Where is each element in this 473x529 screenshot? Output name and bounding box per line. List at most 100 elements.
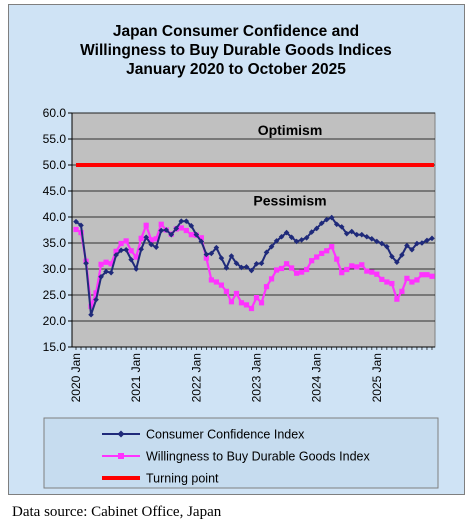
data-point [364, 268, 370, 274]
data-point [409, 279, 415, 285]
data-point [158, 221, 164, 227]
y-tick-label: 60.0 [43, 106, 67, 120]
chart-svg: Japan Consumer Confidence and Willingness… [43, 23, 439, 489]
annotation-optimism: Optimism [258, 122, 323, 138]
data-point [429, 235, 435, 242]
data-point [333, 221, 340, 228]
data-point [208, 250, 215, 257]
data-point [168, 231, 175, 238]
data-point [374, 238, 380, 245]
data-point [419, 272, 425, 278]
data-point [103, 268, 109, 275]
data-point [273, 238, 280, 244]
data-point [163, 227, 170, 233]
data-point [339, 270, 345, 276]
data-point [118, 247, 124, 254]
data-point [268, 276, 275, 282]
data-point [213, 244, 220, 251]
legend-marker [117, 430, 125, 438]
y-tick-label: 45.0 [43, 184, 67, 198]
y-tick-label: 15.0 [43, 340, 67, 354]
data-point [348, 228, 355, 235]
data-point [389, 253, 395, 260]
data-point [198, 235, 204, 241]
data-point [128, 248, 134, 254]
data-point [278, 265, 285, 272]
data-point [258, 260, 265, 267]
y-tick-label: 20.0 [43, 314, 67, 328]
data-point [369, 236, 375, 242]
data-point [218, 255, 225, 261]
data-point [213, 279, 219, 285]
data-point [238, 264, 245, 271]
data-point [349, 263, 355, 269]
data-point [329, 244, 335, 250]
chart-title-line-1: Japan Consumer Confidence and [113, 23, 359, 40]
data-point [78, 222, 84, 229]
data-point [253, 295, 260, 301]
data-point [173, 225, 180, 232]
data-point [73, 218, 79, 225]
data-point [93, 296, 99, 303]
data-point [203, 251, 210, 258]
data-point [308, 229, 315, 235]
data-point [414, 240, 420, 247]
data-point [153, 236, 159, 242]
data-point [288, 234, 295, 241]
legend-label: Willingness to Buy Durable Goods Index [146, 450, 370, 464]
data-point [153, 244, 160, 250]
data-point [243, 264, 250, 270]
data-point [379, 276, 385, 282]
data-point [158, 227, 165, 234]
data-point [118, 240, 124, 247]
data-point [238, 300, 245, 306]
data-point [424, 237, 430, 244]
data-point [218, 282, 225, 288]
data-point [183, 218, 190, 224]
data-point [404, 242, 410, 249]
data-point [188, 223, 195, 229]
data-point [178, 218, 185, 224]
plot-area [71, 112, 436, 348]
data-point [148, 241, 155, 248]
data-point [324, 248, 330, 254]
y-tick-label: 25.0 [43, 288, 67, 302]
data-point [243, 302, 250, 308]
data-point [353, 231, 360, 238]
data-point [299, 269, 305, 275]
data-point [314, 254, 320, 260]
y-tick-label: 50.0 [43, 158, 67, 172]
data-point [138, 235, 144, 241]
x-year-label: 2023 Jan [249, 353, 263, 402]
y-tick-label: 40.0 [43, 210, 67, 224]
data-point [424, 272, 430, 278]
data-point [364, 233, 370, 240]
data-point [223, 288, 230, 294]
data-point [258, 300, 265, 306]
series-consumer-confidence [73, 214, 435, 318]
data-point [88, 311, 94, 318]
data-point [268, 243, 275, 250]
data-point [343, 230, 350, 237]
data-point [419, 240, 425, 246]
data-point [128, 256, 134, 263]
data-point [148, 237, 154, 243]
data-point [188, 232, 194, 238]
data-source-note: Data source: Cabinet Office, Japan [12, 504, 222, 520]
data-point [123, 246, 129, 253]
data-point [293, 238, 300, 245]
data-point [223, 265, 230, 271]
data-point [358, 231, 365, 238]
data-point [178, 225, 184, 231]
data-point [304, 266, 310, 273]
data-point [253, 261, 260, 267]
y-tick-label: 30.0 [43, 262, 67, 276]
data-point [309, 258, 315, 264]
data-point [374, 271, 380, 277]
data-point [263, 284, 270, 290]
data-point [414, 277, 420, 283]
y-tick-label: 35.0 [43, 236, 67, 250]
data-point [313, 225, 320, 232]
data-point [294, 270, 300, 276]
data-point [394, 296, 400, 302]
